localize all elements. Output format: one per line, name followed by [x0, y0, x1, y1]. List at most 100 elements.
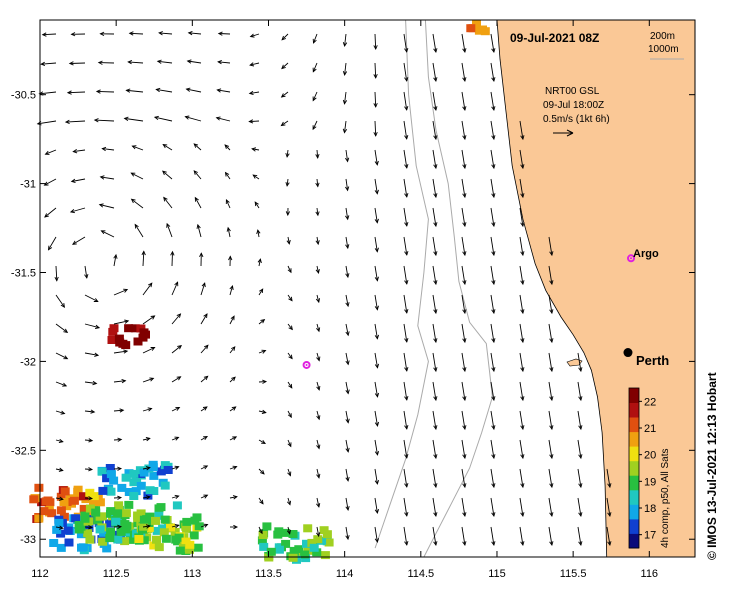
current-arrow: [519, 352, 525, 373]
plot-frame: [39, 19, 696, 558]
current-arrow: [403, 236, 409, 256]
argo-label: Argo: [633, 248, 659, 260]
current-arrow: [374, 497, 380, 515]
sst-patch: [107, 324, 150, 350]
rottnest-island: [566, 358, 583, 367]
current-arrow: [113, 319, 130, 325]
current-arrow: [461, 91, 467, 112]
current-arrow: [548, 352, 554, 373]
current-arrow: [374, 207, 379, 224]
current-arrow: [184, 115, 202, 122]
current-arrow: [125, 88, 144, 93]
current-arrow: [345, 410, 350, 424]
current-arrow: [606, 497, 612, 518]
current-arrow: [55, 438, 64, 443]
current-arrow: [286, 526, 291, 535]
current-arrow: [171, 494, 180, 500]
current-arrow: [490, 468, 496, 489]
argo-float-marker: [302, 360, 311, 369]
current-arrow: [490, 323, 496, 344]
x-tick-label: 113: [184, 568, 202, 580]
current-arrow: [519, 294, 525, 315]
current-arrow: [185, 87, 202, 93]
current-arrow: [461, 381, 467, 402]
current-arrow: [84, 352, 100, 357]
current-arrow: [548, 410, 554, 431]
current-arrow: [156, 59, 173, 64]
current-arrow: [490, 149, 496, 170]
current-arrow: [113, 437, 123, 442]
colorbar-tick-label: 20: [644, 450, 656, 462]
current-arrow: [113, 495, 123, 500]
current-arrow: [142, 282, 153, 296]
axes: 112 112.5 113 113.5 114 114.5 115 115.5 116 -30.5…: [11, 20, 695, 580]
current-arrow: [461, 294, 467, 315]
current-arrow: [345, 323, 350, 337]
current-arrow: [461, 120, 467, 141]
current-arrow: [72, 236, 86, 245]
current-arrow: [171, 436, 180, 441]
current-arrow: [287, 410, 292, 419]
current-arrow: [315, 149, 320, 159]
current-arrow: [403, 91, 409, 111]
current-arrow: [519, 265, 525, 286]
current-arrow: [224, 171, 231, 180]
current-arrow: [286, 497, 292, 506]
current-arrow: [251, 147, 260, 152]
current-arrow: [519, 381, 525, 402]
current-arrow: [548, 381, 554, 402]
current-arrow: [606, 468, 612, 489]
current-arrow: [374, 352, 380, 369]
current-arrow: [258, 468, 265, 475]
current-arrow: [166, 222, 173, 238]
colorbar-segment: [629, 402, 639, 418]
current-arrow: [55, 381, 68, 387]
y-tick-label: -31: [20, 179, 36, 191]
current-arrow: [285, 149, 290, 158]
x-tick-label: 115: [488, 568, 506, 580]
current-arrow: [374, 294, 379, 311]
current-arrow: [44, 149, 57, 155]
current-arrow: [123, 116, 144, 122]
current-arrow: [403, 381, 409, 401]
current-arrow: [548, 468, 554, 489]
current-arrow: [461, 178, 467, 199]
current-arrow: [258, 409, 267, 414]
current-arrow: [127, 59, 144, 65]
colorbar-segment: [629, 475, 639, 491]
current-arrow: [316, 439, 321, 450]
current-arrow: [432, 526, 438, 547]
current-arrow: [519, 410, 525, 431]
current-arrow: [196, 223, 202, 238]
current-arrow: [316, 497, 321, 508]
current-arrow: [490, 207, 496, 228]
imos-credit: © IMOS 13-Jul-2021 12:13 Hobart: [705, 372, 719, 560]
current-arrow: [345, 265, 350, 279]
current-arrow: [312, 62, 318, 73]
current-arrow: [258, 318, 266, 325]
current-arrow: [403, 439, 409, 459]
x-tick-label: 116: [641, 568, 659, 580]
current-arrow: [577, 439, 583, 460]
current-arrow: [490, 236, 496, 257]
current-arrow: [171, 465, 180, 470]
current-arrow: [461, 526, 467, 547]
current-arrow: [403, 265, 409, 285]
current-arrow: [373, 62, 378, 79]
current-arrow: [316, 352, 321, 362]
current-arrow: [519, 120, 525, 141]
current-arrow: [432, 265, 438, 286]
current-arrow: [316, 323, 321, 333]
current-arrow: [403, 294, 409, 314]
argo-float-marker: [627, 254, 636, 263]
current-arrow: [461, 236, 467, 257]
current-arrow: [229, 346, 236, 354]
current-arrow: [217, 59, 231, 65]
vector-time-label: 09-Jul 18:00Z: [543, 100, 604, 111]
current-arrow: [312, 33, 318, 44]
current-arrow: [403, 207, 409, 227]
current-arrow: [93, 118, 115, 123]
current-arrow: [113, 378, 127, 384]
x-tick-label: 115.5: [560, 568, 587, 580]
current-arrow: [577, 497, 583, 518]
